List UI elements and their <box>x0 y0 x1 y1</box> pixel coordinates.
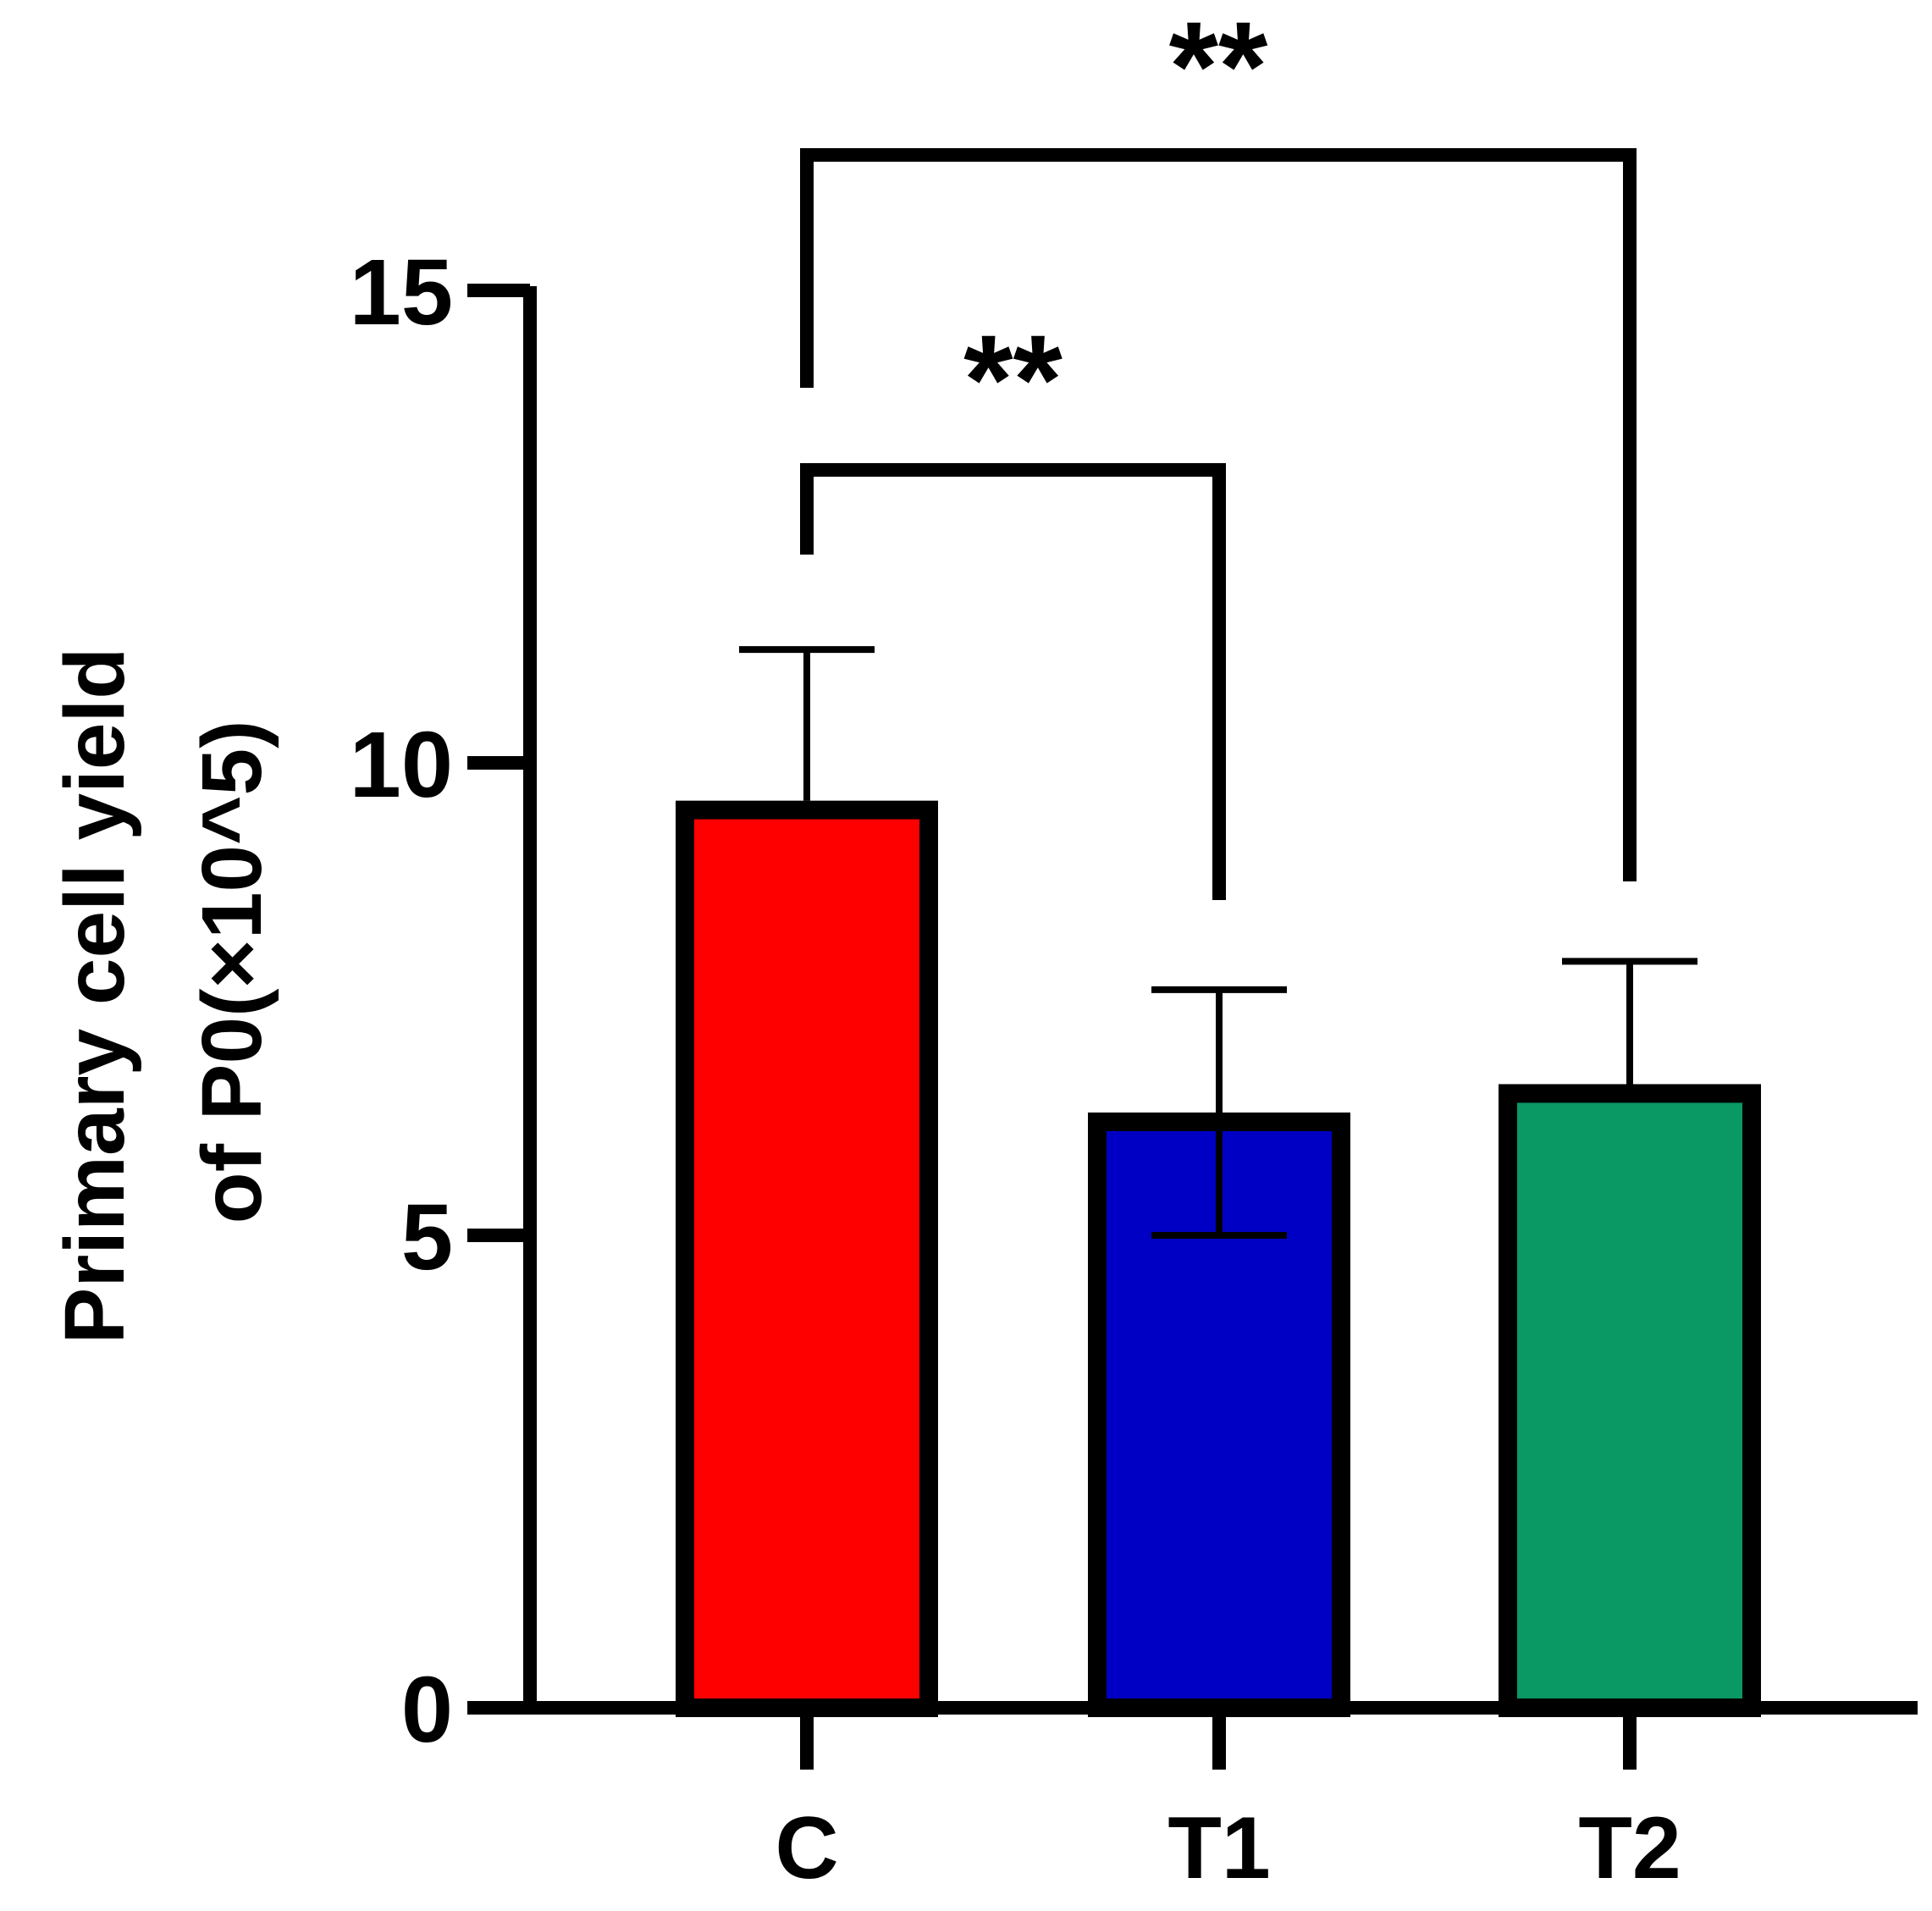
significance-label: ** <box>1169 0 1268 137</box>
y-tick-label-5: 5 <box>401 1185 453 1290</box>
error-bar-c <box>739 646 875 801</box>
y-tick-label-10: 10 <box>350 713 453 817</box>
x-tick-label-t1: T1 <box>1167 1799 1270 1897</box>
y-tick-label-15: 15 <box>350 240 453 345</box>
x-tick-label-t2: T2 <box>1578 1799 1681 1897</box>
significance-label: ** <box>963 308 1063 450</box>
bracket-line <box>800 463 1226 900</box>
x-tick-label-c: C <box>775 1799 838 1897</box>
y-axis-title: Primary cell yield of P0(×10^5) <box>47 648 279 1345</box>
y-axis-title-line-2: of P0(×10^5) <box>185 721 279 1224</box>
y-axis-title-line-1: Primary cell yield <box>47 648 142 1345</box>
error-bars <box>739 646 1697 1239</box>
bars <box>676 800 1761 1718</box>
bar-c <box>676 800 938 1717</box>
significance-brackets: ** ** <box>800 0 1637 900</box>
significance-bracket-c-t2: ** <box>800 0 1637 881</box>
bar-t2 <box>1499 1084 1761 1717</box>
error-bar-t1 <box>1151 986 1287 1239</box>
significance-bracket-c-t1: ** <box>800 308 1226 900</box>
error-bar-t2 <box>1562 958 1697 1085</box>
bracket-line <box>800 148 1637 881</box>
axes: 0 5 10 15 C T1 T2 <box>350 240 1918 1897</box>
y-tick-label-0: 0 <box>401 1658 453 1762</box>
